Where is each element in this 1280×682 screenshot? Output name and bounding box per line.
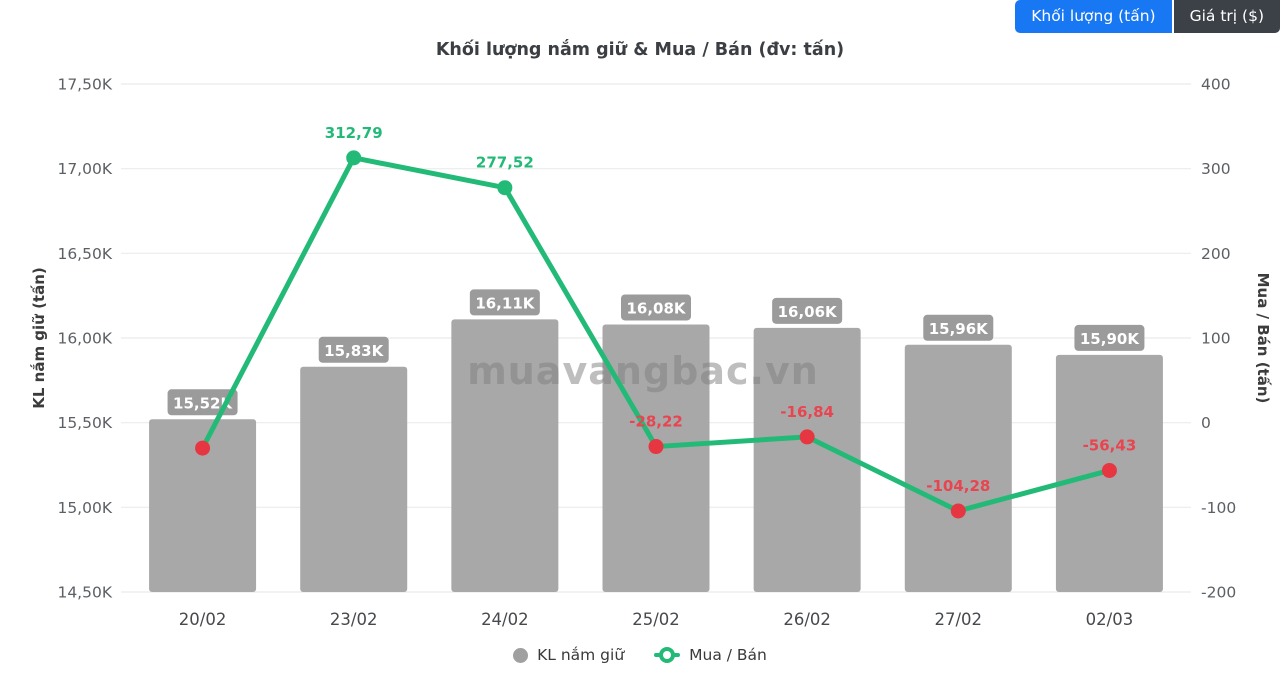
data-point[interactable] [950, 503, 966, 519]
bar-value-badge [772, 297, 843, 324]
legend-item-line[interactable]: Mua / Bán [654, 646, 767, 664]
point-value-label: 277,52 [476, 154, 534, 172]
value-toggle-button[interactable]: Giá trị ($) [1173, 0, 1280, 33]
bar[interactable] [602, 324, 710, 592]
data-point[interactable] [648, 439, 664, 455]
right-axis-tick: -200 [1201, 584, 1236, 602]
bar-value-badge [167, 389, 238, 416]
bar-value-badge [1074, 324, 1145, 351]
point-value-label: 312,79 [325, 124, 383, 142]
bar[interactable] [149, 419, 257, 592]
bar-value-badge [318, 336, 389, 363]
left-axis-tick: 16,50K [57, 245, 112, 263]
legend-label-bars: KL nắm giữ [537, 646, 625, 664]
bar-value-label: 15,90K [1080, 330, 1140, 348]
bar-value-label: 16,11K [475, 294, 535, 312]
x-axis-label: 24/02 [481, 610, 529, 629]
bar[interactable] [753, 327, 861, 592]
volume-toggle-button[interactable]: Khối lượng (tấn) [1015, 0, 1172, 33]
left-axis-tick: 17,00K [57, 160, 112, 178]
bar-value-label: 16,08K [626, 299, 686, 317]
right-axis-tick: 400 [1201, 76, 1231, 94]
data-point[interactable] [195, 440, 211, 456]
x-axis-label: 25/02 [632, 610, 680, 629]
bar[interactable] [451, 319, 559, 592]
right-axis-tick: 100 [1201, 330, 1231, 348]
legend-item-bars[interactable]: KL nắm giữ [513, 646, 624, 664]
bar-value-label: 15,52K [173, 394, 233, 412]
bar-value-badge [621, 294, 691, 321]
right-axis-tick: 200 [1201, 245, 1231, 263]
point-value-label: -56,43 [1083, 436, 1137, 454]
chart-title: Khối lượng nắm giữ & Mua / Bán (đv: tấn) [435, 40, 845, 60]
bar-series-legend-marker-icon [513, 647, 529, 663]
bar-value-badge [923, 314, 994, 341]
point-value-label: -16,84 [780, 403, 834, 421]
line-series-legend-marker-icon [654, 647, 681, 663]
x-axis-label: 20/02 [179, 610, 227, 629]
point-value-label: -104,28 [926, 477, 990, 495]
bar-value-label: 15,83K [324, 342, 384, 360]
bar[interactable] [300, 366, 408, 592]
bar-value-label: 16,06K [778, 303, 838, 321]
right-axis-tick: 300 [1201, 160, 1231, 178]
chart-legend: KL nắm giữ Mua / Bán [0, 646, 1280, 664]
left-axis-tick: 15,00K [57, 499, 112, 517]
x-axis-label: 26/02 [783, 610, 831, 629]
right-axis-title: Mua / Bán (tấn) [1254, 272, 1272, 404]
point-value-label: -28,22 [629, 413, 683, 431]
unit-toggle-group: Khối lượng (tấn) Giá trị ($) [1015, 0, 1280, 33]
data-point[interactable] [799, 429, 815, 445]
left-axis-tick: 17,50K [57, 76, 112, 94]
watermark: muavangbac.vn [467, 349, 819, 393]
data-point[interactable] [1101, 462, 1117, 478]
bar-value-label: 15,96K [929, 320, 989, 338]
left-axis-tick: 14,50K [57, 584, 112, 602]
data-point[interactable] [497, 180, 513, 196]
x-axis-label: 23/02 [330, 610, 378, 629]
x-axis-label: 27/02 [935, 610, 983, 629]
right-axis-tick: -100 [1201, 499, 1236, 517]
left-axis-title: KL nắm giữ (tấn) [30, 267, 48, 409]
left-axis-tick: 16,00K [57, 330, 112, 348]
left-axis-tick: 15,50K [57, 414, 112, 432]
right-axis-tick: 0 [1201, 414, 1211, 432]
bar-value-badge [469, 289, 540, 316]
bar[interactable] [904, 344, 1012, 592]
data-point[interactable] [346, 150, 362, 166]
legend-label-line: Mua / Bán [689, 646, 767, 664]
x-axis-label: 02/03 [1086, 610, 1134, 629]
